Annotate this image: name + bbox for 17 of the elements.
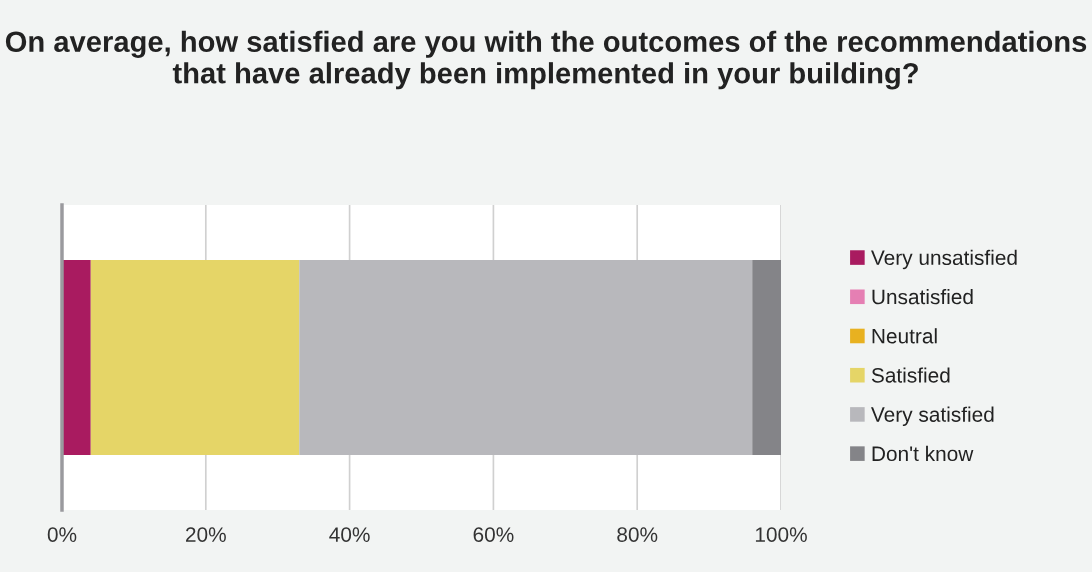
x-tick-label: 0% bbox=[47, 527, 77, 542]
x-tick-label: 60% bbox=[473, 527, 514, 542]
bar bbox=[299, 259, 753, 456]
bar bbox=[90, 259, 300, 456]
x-tick-label: 80% bbox=[617, 527, 658, 542]
legend-label: Unsatisfied bbox=[872, 288, 973, 305]
x-tick-label: 40% bbox=[329, 527, 370, 542]
legend-label: Don't know bbox=[872, 445, 974, 462]
legend-label: Neutral bbox=[872, 328, 937, 344]
legend-label: Satisfied bbox=[871, 367, 950, 383]
legend-label: Very satisfied bbox=[871, 406, 994, 427]
legend-label: Very unsatisfied bbox=[871, 249, 1017, 270]
bar bbox=[752, 259, 781, 456]
chart-title: On average, how satisfied are you with the outcomes of the recommendations that have already been implemented in your building? bbox=[5, 30, 1087, 90]
x-tick-label: 100% bbox=[755, 527, 807, 542]
bar bbox=[62, 259, 91, 456]
x-tick-label: 20% bbox=[186, 527, 226, 542]
